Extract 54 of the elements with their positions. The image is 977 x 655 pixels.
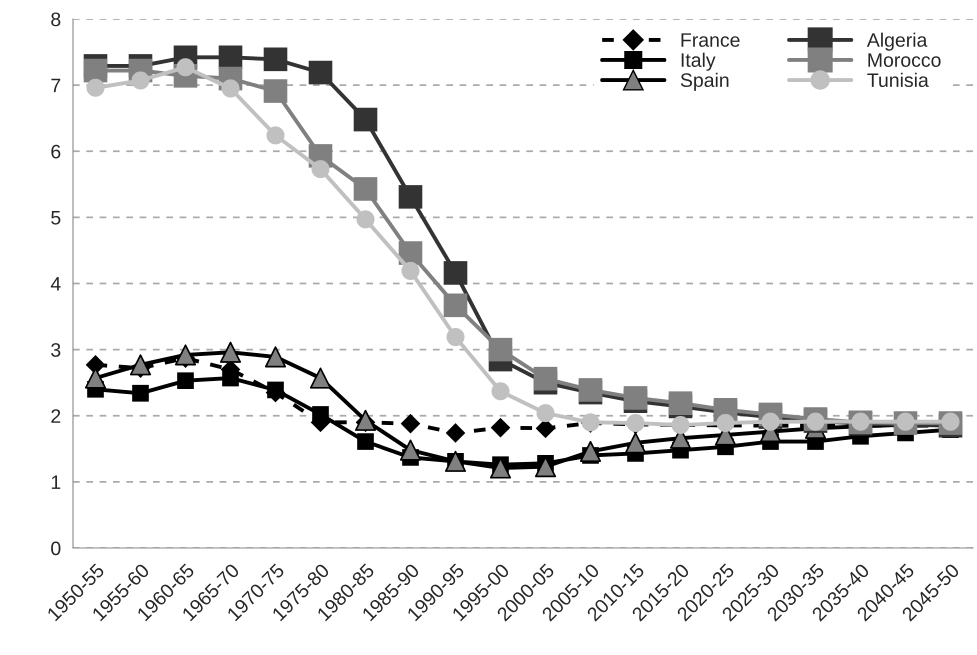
point [490, 418, 510, 438]
point [716, 414, 735, 432]
point [86, 78, 105, 97]
point [398, 185, 422, 209]
y-tick-label: 3 [51, 343, 60, 357]
legend-label: Italy [682, 52, 716, 71]
point [84, 58, 108, 82]
y-tick-label: 1 [52, 476, 60, 489]
point [356, 210, 375, 228]
point [311, 160, 330, 178]
y-tick-label: 7 [51, 78, 60, 92]
point [308, 60, 332, 84]
point [580, 440, 602, 462]
point [312, 406, 329, 423]
y-tick-label: 8 [51, 12, 60, 26]
legend-label: Spain [680, 72, 728, 91]
legend-label: Tunisia [867, 72, 929, 88]
point [177, 372, 194, 390]
point [444, 294, 468, 318]
legend-label: Algeria [866, 32, 928, 51]
point [668, 391, 692, 415]
point [221, 79, 240, 98]
point [401, 262, 420, 280]
y-tick-label: 6 [51, 144, 60, 158]
point [624, 432, 646, 454]
point [222, 370, 239, 386]
point [536, 404, 555, 422]
point [266, 126, 285, 144]
legend-label: France [682, 33, 740, 47]
point [132, 384, 149, 402]
legend-label: Morocco [868, 53, 941, 67]
point [624, 386, 648, 410]
point [446, 423, 466, 443]
point [534, 366, 558, 391]
point [400, 440, 422, 461]
point [444, 261, 468, 285]
point [354, 108, 378, 132]
y-tick-label: 4 [50, 277, 61, 291]
point [491, 382, 510, 400]
point [446, 328, 465, 346]
point [488, 338, 512, 362]
point [357, 433, 374, 450]
point [264, 79, 288, 103]
point [131, 71, 150, 90]
point [264, 48, 288, 72]
y-tick-label: 5 [51, 211, 60, 225]
y-tick-label: 0 [51, 541, 60, 556]
point [400, 414, 420, 434]
point [267, 382, 284, 398]
point [354, 177, 378, 201]
y-tick-label: 2 [51, 409, 60, 423]
point [220, 342, 242, 363]
point [264, 346, 286, 368]
point [310, 368, 332, 389]
